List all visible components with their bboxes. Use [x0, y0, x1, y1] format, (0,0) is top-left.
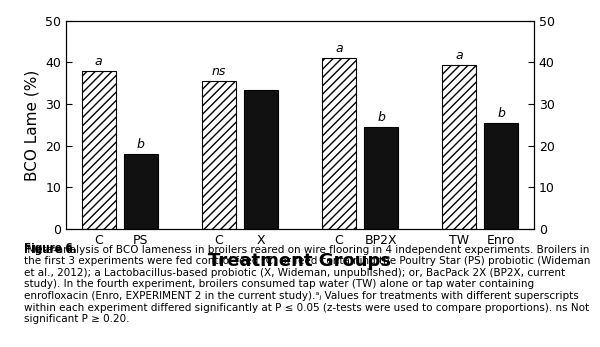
Bar [82, 71, 116, 229]
Bar [364, 127, 398, 229]
Text: b: b [377, 111, 385, 124]
Text: a: a [95, 55, 103, 68]
Text: b: b [137, 138, 145, 151]
Text: Figure 6.: Figure 6. [24, 243, 77, 253]
Text: b: b [497, 107, 505, 120]
Text: Meta-analysis of BCO lameness in broilers reared on wire flooring in 4 independe: Meta-analysis of BCO lameness in broiler… [24, 245, 590, 324]
X-axis label: Treatment Groups: Treatment Groups [209, 252, 392, 270]
Text: ns: ns [212, 65, 226, 78]
Text: a: a [455, 49, 463, 62]
Bar [244, 90, 278, 229]
Bar [484, 123, 518, 229]
Bar [202, 81, 236, 229]
Bar [124, 154, 158, 229]
Bar [442, 65, 476, 229]
Bar [322, 58, 356, 229]
Text: a: a [335, 42, 343, 56]
Text: Figure 6.: Figure 6. [24, 245, 77, 255]
Y-axis label: BCO Lame (%): BCO Lame (%) [25, 69, 40, 180]
